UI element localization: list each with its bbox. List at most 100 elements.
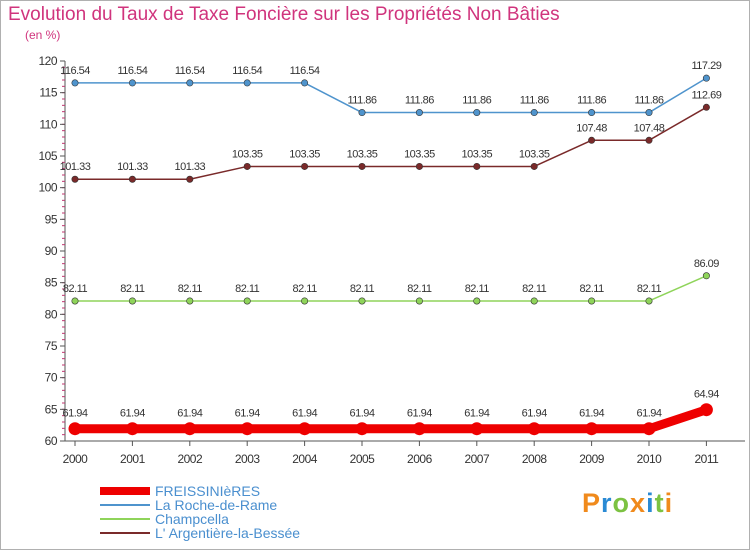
y-tick-label: 85 [45, 276, 58, 290]
x-tick-label: 2003 [235, 452, 261, 466]
legend-swatch [100, 487, 150, 495]
x-tick-label: 2011 [694, 452, 719, 466]
data-label: 64.94 [694, 389, 719, 401]
data-label: 61.94 [407, 408, 432, 420]
data-point [470, 422, 484, 436]
data-point [183, 422, 197, 436]
data-point [301, 297, 309, 305]
x-tick-label: 2008 [522, 452, 548, 466]
data-label: 82.11 [292, 283, 317, 295]
data-point [473, 162, 481, 170]
data-point [186, 79, 194, 87]
data-label: 111.86 [634, 95, 663, 107]
y-tick-label: 90 [45, 244, 58, 258]
logo-letter: o [612, 488, 631, 518]
y-tick-label: 115 [39, 86, 57, 100]
x-tick-label: 2010 [637, 452, 663, 466]
data-point [128, 79, 136, 87]
data-point [702, 74, 710, 82]
data-label: 86.09 [694, 258, 719, 270]
x-tick-label: 2000 [63, 452, 89, 466]
y-tick-label: 60 [45, 434, 58, 448]
data-label: 103.35 [289, 148, 320, 160]
data-label: 103.35 [232, 148, 263, 160]
data-label: 111.86 [347, 95, 376, 107]
data-label: 61.94 [62, 408, 87, 420]
legend-swatch [100, 532, 150, 534]
y-tick-label: 70 [45, 371, 58, 385]
data-label: 82.11 [579, 283, 604, 295]
y-tick-label: 100 [38, 181, 57, 195]
data-point [699, 403, 713, 417]
data-point [358, 109, 366, 117]
legend-item-la-roche-de-rame: La Roche-de-Rame [100, 498, 300, 512]
data-label: 101.33 [174, 161, 205, 173]
data-point [358, 297, 366, 305]
data-label: 111.86 [462, 95, 491, 107]
data-label: 116.54 [60, 65, 90, 77]
data-point [415, 297, 423, 305]
data-point [128, 175, 136, 183]
x-tick-label: 2009 [579, 452, 605, 466]
data-label: 103.35 [461, 148, 492, 160]
data-label: 82.11 [178, 283, 203, 295]
data-label: 116.54 [175, 65, 205, 77]
data-label: 116.54 [232, 65, 262, 77]
data-point [588, 297, 596, 305]
legend-swatch [100, 518, 150, 520]
legend-swatch [100, 504, 150, 506]
data-point [530, 297, 538, 305]
series-line [70, 405, 711, 434]
data-point [588, 136, 596, 144]
data-point [243, 79, 251, 87]
data-label: 116.54 [290, 65, 320, 77]
data-point [125, 422, 139, 436]
y-tick-label: 95 [45, 212, 58, 226]
data-label: 61.94 [177, 408, 202, 420]
logo-letter: i [664, 488, 674, 518]
data-label: 103.35 [404, 148, 435, 160]
series-line [74, 77, 708, 114]
data-point [243, 297, 251, 305]
data-label: 82.11 [465, 283, 490, 295]
data-point [240, 422, 254, 436]
data-label: 82.11 [522, 283, 547, 295]
y-tick-label: 65 [45, 402, 58, 416]
data-point [530, 162, 538, 170]
x-tick-label: 2001 [120, 452, 146, 466]
legend-label: La Roche-de-Rame [155, 497, 278, 513]
data-label: 111.86 [520, 95, 549, 107]
data-point [415, 109, 423, 117]
data-point [71, 79, 79, 87]
data-point [301, 162, 309, 170]
data-label: 61.94 [120, 408, 145, 420]
data-label: 111.86 [577, 95, 606, 107]
data-label: 116.54 [117, 65, 147, 77]
x-tick-label: 2005 [350, 452, 376, 466]
data-point [243, 162, 251, 170]
logo-letter: t [654, 488, 665, 518]
data-label: 107.48 [634, 122, 665, 134]
data-label: 82.11 [63, 283, 88, 295]
data-point [355, 422, 369, 436]
data-point [527, 422, 541, 436]
data-label: 61.94 [636, 408, 661, 420]
data-label: 101.33 [117, 161, 148, 173]
data-point [645, 297, 653, 305]
data-point [645, 136, 653, 144]
data-point [642, 422, 656, 436]
x-tick-label: 2006 [407, 452, 433, 466]
data-label: 101.33 [60, 161, 91, 173]
x-tick-label: 2004 [292, 452, 318, 466]
y-tick-label: 120 [38, 54, 57, 68]
data-point [186, 175, 194, 183]
legend-item-champcella: Champcella [100, 512, 300, 526]
data-point [68, 422, 82, 436]
data-point [530, 109, 538, 117]
logo-letter: P [582, 488, 602, 518]
data-label: 82.11 [407, 283, 432, 295]
data-point [702, 272, 710, 280]
legend-label: L' Argentière-la-Bessée [155, 525, 301, 541]
data-label: 103.35 [519, 148, 550, 160]
